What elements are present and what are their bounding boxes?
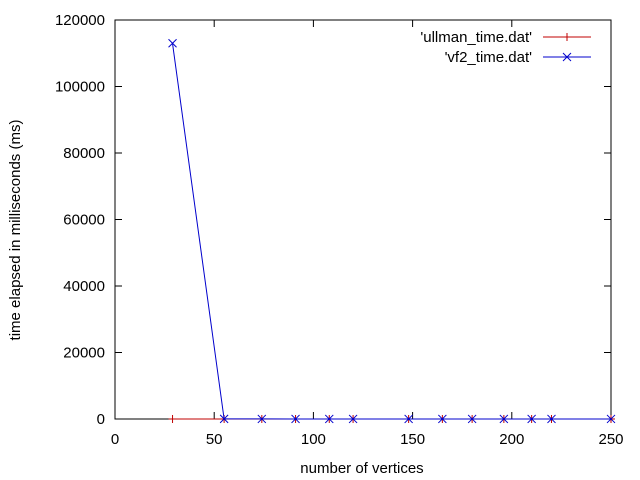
y-axis-label: time elapsed in milliseconds (ms) [7,120,24,341]
series-2-point [324,414,334,424]
marker-stroke [219,414,229,424]
series-2-point [499,414,509,424]
series-2-point [438,414,447,424]
x-tick-label: 100 [301,431,326,448]
series-2-point [291,414,300,424]
series-2-point [168,38,177,48]
y-tick-label: 100000 [55,79,105,96]
marker-stroke [499,414,509,424]
series-2-point [547,414,556,424]
marker-stroke [547,414,556,424]
marker-stroke [562,52,572,62]
marker-stroke [348,414,358,424]
series-1-point [168,414,177,423]
series-2-point [404,414,413,424]
x-tick-label: 200 [499,431,524,448]
legend-label-2: 'vf2_time.dat' [445,49,533,66]
plot-area: 0 50 100 150 200 250 0 20000 40000 60000 80000 1000… [55,12,624,448]
y-tick-label: 120000 [55,12,105,29]
marker-stroke [168,38,177,48]
x-tick-label: 150 [400,431,425,448]
legend-marker-1 [563,33,571,41]
series-2-point [257,414,267,424]
marker-stroke [404,414,413,424]
y-tick-label: 80000 [63,145,105,162]
marker-stroke [438,414,447,424]
marker-stroke [324,414,334,424]
marker-stroke [291,414,300,424]
legend-label-1: 'ullman_time.dat' [420,29,532,46]
series-2-point [527,414,536,424]
legend-marker-2 [562,52,572,62]
marker-stroke [467,414,477,424]
y-tick-label: 20000 [63,345,105,362]
marker-stroke [606,414,616,424]
x-tick-label: 0 [111,431,119,448]
y-tick-label: 40000 [63,278,105,295]
y-tick-label: 60000 [63,212,105,229]
x-tick-label: 250 [598,431,623,448]
x-axis-label: number of vertices [300,460,423,477]
y-tick-label: 0 [97,411,105,428]
series-2-point [467,414,477,424]
marker-stroke [257,414,267,424]
series-2-point [606,414,616,424]
series-2-point [219,414,229,424]
series-2-point [348,414,358,424]
x-tick-label: 50 [206,431,223,448]
marker-stroke [527,414,536,424]
